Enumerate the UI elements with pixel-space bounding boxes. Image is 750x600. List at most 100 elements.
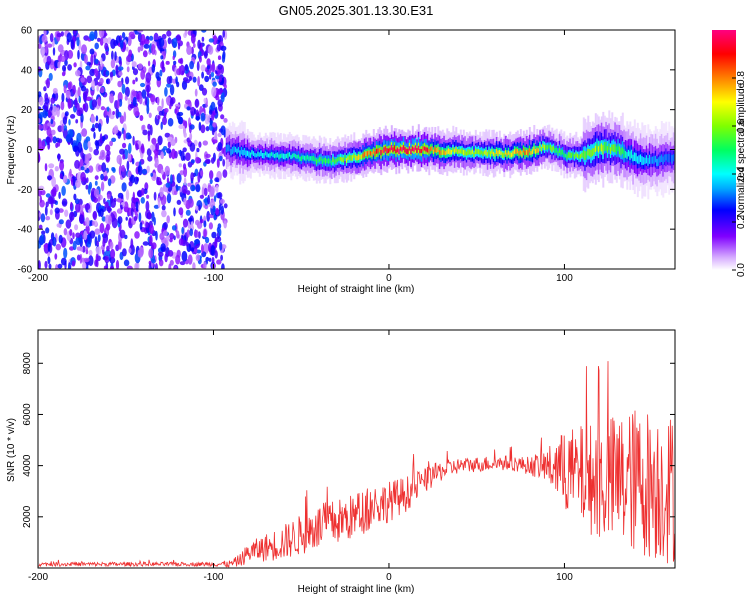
noise-cell	[100, 57, 103, 67]
signal-cell	[386, 148, 389, 154]
noise-cell	[107, 205, 111, 214]
noise-cell	[54, 207, 60, 214]
signal-cell	[623, 149, 626, 159]
signal-cell	[374, 151, 377, 157]
noise-cell	[73, 30, 77, 36]
noise-cell	[38, 224, 43, 230]
noise-cell	[43, 86, 47, 92]
noise-cell	[186, 229, 190, 238]
noise-cell	[124, 86, 130, 98]
colorbar-tick-label: 0.2	[736, 215, 747, 229]
signal-cell	[227, 144, 230, 152]
noise-cell	[191, 247, 194, 252]
signal-cell	[399, 146, 402, 151]
noise-cell	[215, 106, 218, 114]
noise-cell	[38, 260, 41, 269]
noise-cell	[117, 111, 122, 118]
noise-cell	[223, 220, 227, 229]
signal-cell	[557, 150, 560, 156]
noise-cell	[39, 234, 45, 245]
noise-cell	[151, 43, 156, 55]
y-tick-label: 4000	[22, 454, 33, 477]
noise-cell	[182, 147, 187, 153]
noise-cell	[109, 256, 116, 264]
noise-cell	[142, 241, 149, 246]
signal-cell	[666, 154, 669, 163]
noise-cell	[217, 192, 223, 199]
noise-cell	[206, 210, 211, 222]
signal-cell	[617, 144, 620, 152]
noise-cell	[153, 204, 160, 209]
signal-cell	[377, 148, 380, 154]
noise-cell	[44, 163, 48, 172]
noise-cell	[164, 108, 169, 113]
signal-cell	[473, 152, 476, 157]
signal-cell	[248, 151, 251, 158]
noise-cell	[149, 35, 154, 41]
signal-cell	[327, 158, 330, 164]
noise-cell	[99, 37, 104, 46]
signal-cell	[609, 147, 612, 155]
noise-cell	[215, 207, 220, 216]
noise-cell	[105, 70, 110, 77]
noise-cell	[201, 71, 205, 79]
signal-cell	[431, 146, 434, 151]
signal-cell	[332, 157, 335, 163]
signal-cell	[507, 150, 510, 155]
signal-cell	[629, 151, 632, 160]
noise-cell	[77, 49, 80, 60]
noise-cell	[115, 64, 119, 75]
signal-cell	[300, 156, 303, 161]
noise-cell	[80, 77, 85, 83]
noise-cell	[104, 144, 111, 152]
noise-cell	[75, 236, 81, 246]
noise-cell	[128, 247, 132, 254]
snr-ticks: -200 -100 0 100 2000 4000 6000 8000	[22, 330, 675, 583]
noise-cell	[180, 150, 185, 161]
noise-cell	[222, 159, 226, 167]
noise-cell	[212, 35, 218, 45]
signal-cell	[329, 158, 332, 164]
noise-cell	[45, 193, 51, 198]
noise-cell	[44, 260, 48, 269]
noise-cell	[106, 78, 109, 85]
x-tick-label: 0	[386, 572, 392, 583]
noise-cell	[203, 228, 207, 238]
noise-cell	[221, 53, 226, 63]
figure-title: GN05.2025.301.13.30.E31	[279, 3, 434, 18]
noise-cell	[73, 193, 77, 201]
noise-cell	[211, 157, 215, 164]
noise-cell	[67, 64, 72, 71]
signal-cell	[423, 146, 426, 151]
noise-cell	[148, 248, 154, 259]
noise-cell	[65, 90, 71, 99]
noise-cell	[162, 230, 168, 237]
signal-cell	[522, 148, 525, 153]
noise-cell	[58, 138, 63, 144]
noise-cell	[169, 97, 174, 107]
noise-cell	[69, 229, 73, 236]
y-tick-label: 0	[26, 145, 32, 156]
signal-cell	[669, 152, 672, 162]
noise-cell	[123, 129, 126, 141]
noise-cell	[150, 94, 156, 103]
signal-cell	[564, 153, 567, 158]
signal-cell	[278, 154, 281, 160]
noise-cell	[208, 257, 212, 262]
noise-cell	[165, 96, 171, 104]
noise-cell	[179, 170, 184, 176]
noise-cell	[137, 46, 141, 53]
signal-cell	[393, 145, 396, 151]
noise-cell	[73, 145, 78, 152]
noise-cell	[172, 55, 175, 61]
noise-cell	[90, 54, 94, 66]
noise-cell	[75, 119, 79, 124]
signal-cell	[579, 154, 582, 159]
noise-cell	[117, 131, 121, 139]
noise-cell	[179, 261, 186, 266]
noise-cell	[210, 245, 216, 257]
noise-cell	[209, 73, 212, 80]
noise-cell	[189, 60, 195, 70]
